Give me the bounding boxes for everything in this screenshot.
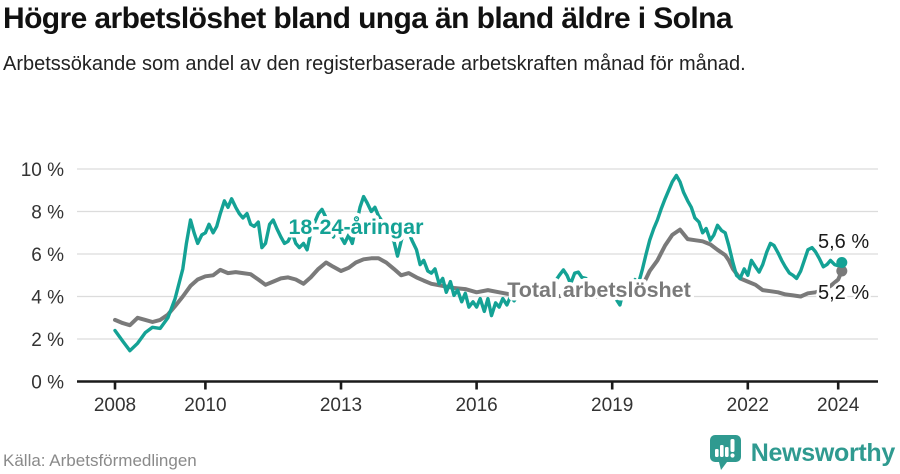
newsworthy-chart-bubble-icon (709, 435, 741, 470)
y-tick-label: 10 % (21, 160, 64, 181)
x-tick-label: 2010 (184, 395, 226, 416)
chart-subtitle: Arbetssökande som andel av den registerb… (3, 52, 746, 75)
x-tick-label: 2008 (94, 395, 136, 416)
series-end-value: 5,2 % (818, 282, 869, 304)
series-label: 18-24-åringar (288, 215, 424, 239)
series-line-total-arbetslöshet (113, 227, 844, 328)
series-label: Total arbetslöshet (507, 278, 691, 302)
x-tick-label: 2024 (817, 395, 860, 416)
y-tick-label: 2 % (31, 330, 64, 351)
series-end-dot (836, 265, 848, 277)
chart-header: Högre arbetslöshet bland unga än bland ä… (3, 2, 897, 77)
series-line-18-24-åringar (113, 173, 844, 353)
x-tick-label: 2022 (727, 395, 769, 416)
y-tick-label: 0 % (31, 373, 64, 394)
newsworthy-wordmark: Newsworthy (750, 438, 896, 467)
x-tick-label: 2013 (320, 395, 362, 416)
y-tick-label: 6 % (31, 245, 64, 266)
series-end-dot (836, 257, 848, 268)
series-end-value: 5,6 % (818, 231, 869, 253)
y-tick-label: 4 % (31, 288, 64, 309)
newsworthy-logo[interactable]: Newsworthy (709, 434, 895, 472)
y-tick-label: 8 % (31, 203, 64, 224)
x-tick-label: 2016 (455, 395, 497, 416)
source-caption: Källa: Arbetsförmedlingen (3, 451, 197, 470)
x-tick-label: 2019 (591, 395, 633, 416)
unemployment-line-chart: 0 % 2 % 4 % 6 % 8 % 10 % 2008 2010 2013 2016 2019 2… (21, 160, 878, 416)
page-title: Högre arbetslöshet bland unga än bland ä… (3, 2, 733, 35)
